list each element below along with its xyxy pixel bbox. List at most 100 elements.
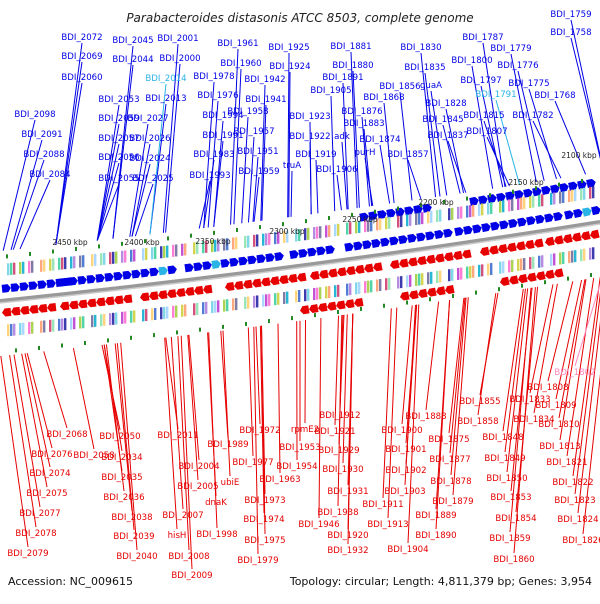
reverse-gene-arrow: [434, 253, 444, 263]
reverse-gene-label: BDI_1912: [319, 411, 360, 421]
feature-bar: [367, 281, 369, 293]
rna-tick: [98, 244, 100, 248]
feature-bar: [172, 306, 174, 318]
reverse-gene-arrow: [488, 245, 498, 255]
reverse-gene-label: BDI_2075: [26, 489, 67, 499]
feature-bar: [286, 292, 288, 304]
reverse-gene-arrow: [407, 257, 417, 267]
rna-tick: [213, 231, 215, 235]
rna-tick: [590, 273, 592, 277]
feature-bar: [385, 278, 387, 290]
feature-bar: [562, 191, 564, 203]
forward-gene-arrow: [220, 259, 230, 268]
feature-bar: [58, 319, 60, 331]
reverse-gene-arrow: [308, 304, 318, 313]
reverse-gene-label: BDI_2011: [157, 431, 198, 441]
forward-gene-label: BDI_1837: [427, 131, 468, 141]
feature-bar: [349, 283, 351, 295]
feature-bar: [91, 315, 93, 327]
feature-bar: [400, 276, 402, 288]
reverse-gene-arrow: [69, 301, 79, 310]
rna-tick: [121, 242, 123, 246]
feature-bar: [115, 251, 117, 263]
forward-gene-label: BDI_1905: [310, 86, 351, 96]
feature-bar: [517, 259, 519, 271]
reverse-gene-arrow: [336, 267, 346, 276]
reverse-gene-label: BDI_1979: [237, 556, 278, 566]
rna-tick: [328, 216, 330, 220]
feature-bar: [502, 261, 504, 273]
reverse-gene-label: BDI_1989: [207, 440, 248, 450]
reverse-gene-arrows: [2, 230, 600, 317]
feature-bar: [457, 207, 459, 219]
forward-gene-arrow: [325, 245, 335, 254]
forward-gene-label: BDI_1776: [497, 61, 538, 71]
feature-bar: [109, 252, 111, 264]
rna-tick: [190, 234, 192, 238]
feature-bar: [7, 324, 9, 336]
reverse-gene-label: BDI_1963: [259, 475, 300, 485]
feature-bar: [307, 289, 309, 301]
reverse-gene-arrow: [408, 290, 418, 300]
reverse-gene-label: BDI_1879: [432, 497, 473, 507]
forward-gene-label: BDI_1993: [189, 171, 230, 181]
reverse-gene-label: BDI_2050: [99, 432, 140, 442]
forward-gene-label: BDI_2000: [159, 54, 200, 64]
accession-label: Accession: NC_009615: [8, 575, 133, 588]
position-tick-label: 2150 kbp: [508, 178, 544, 187]
reverse-gene-arrow: [309, 271, 319, 280]
position-tick-label: 2350 kbp: [195, 237, 231, 246]
reverse-gene-arrow: [184, 287, 194, 296]
forward-gene-label: BDI_2026: [129, 134, 170, 144]
forward-gene-arrow: [425, 231, 435, 241]
feature-bar: [466, 206, 468, 218]
feature-bar: [154, 247, 156, 259]
position-tick-label: 2300 kbp: [269, 227, 305, 236]
feature-bar: [430, 272, 432, 284]
rna-tick: [489, 193, 491, 197]
feature-bar: [316, 227, 318, 239]
feature-bar: [397, 216, 399, 228]
feature-bar: [112, 313, 114, 325]
feature-bar: [313, 288, 315, 300]
reverse-gene-arrow: [29, 305, 39, 314]
reverse-gene-arrow: [202, 285, 212, 294]
reverse-connector-line: [505, 289, 526, 452]
reverse-gene-label: BDI_1903: [384, 487, 425, 497]
forward-gene-arrow: [202, 261, 212, 270]
feature-bar: [460, 267, 462, 279]
forward-gene-arrow: [104, 273, 114, 282]
forward-gene-label: BDI_2088: [23, 150, 64, 160]
feature-bar: [532, 257, 534, 269]
feature-bar: [193, 303, 195, 315]
reverse-gene-arrow: [278, 275, 288, 284]
reverse-gene-label: BDI_1902: [385, 466, 426, 476]
forward-gene-label: BDI_1835: [404, 63, 445, 73]
reverse-gene-arrow: [517, 274, 527, 284]
reverse-gene-arrow: [354, 265, 364, 274]
rna-tick: [61, 343, 63, 347]
reverse-gene-arrow: [344, 299, 354, 308]
feature-bar: [28, 322, 30, 334]
reverse-gene-arrow: [318, 270, 328, 279]
forward-gene-arrow: [573, 208, 584, 218]
feature-bar: [163, 307, 165, 319]
rna-tick: [337, 310, 339, 314]
forward-gene-label: BDI_1775: [508, 79, 549, 89]
forward-gene-arrow: [69, 277, 79, 286]
forward-gene-label: BDI_1857: [387, 150, 428, 160]
feature-bar: [277, 293, 279, 305]
forward-gene-label: BDI_1815: [463, 111, 504, 121]
feature-bar: [406, 275, 408, 287]
reverse-gene-arrow: [399, 291, 409, 301]
reverse-connector-line: [256, 326, 260, 424]
feature-bar: [376, 279, 378, 291]
reverse-gene-label: BDI_1930: [322, 465, 363, 475]
feature-bar: [430, 211, 432, 223]
reverse-gene-label: BDI_2005: [177, 482, 218, 492]
reverse-connector-line: [559, 279, 585, 418]
feature-bar: [550, 254, 552, 266]
forward-gene-label: BDI_1891: [322, 73, 363, 83]
reverse-gene-label: BDI_1849: [484, 454, 525, 464]
feature-bar: [79, 317, 81, 329]
